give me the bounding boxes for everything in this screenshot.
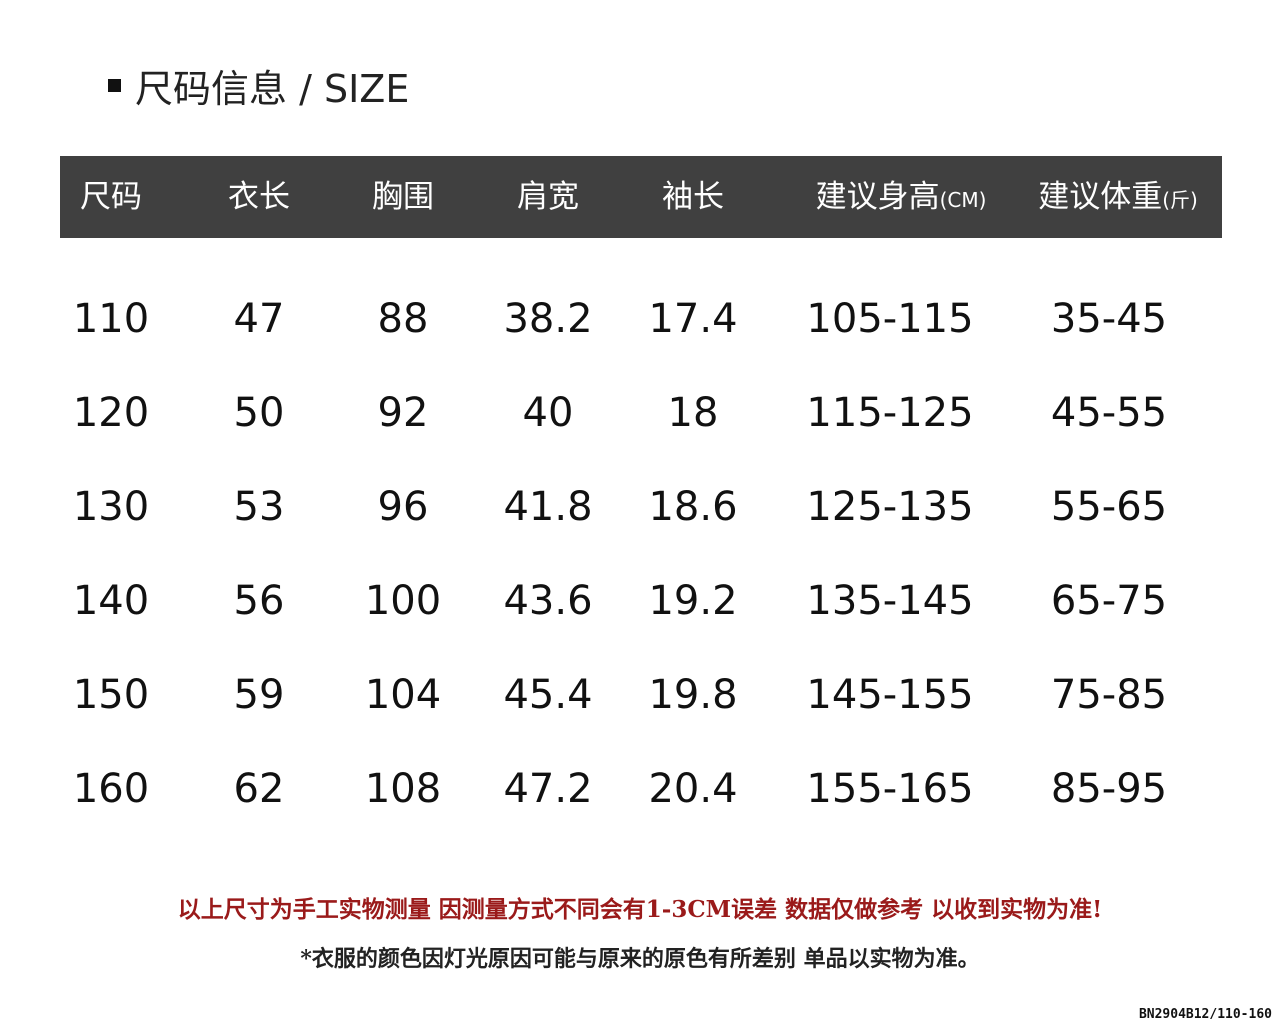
table-row: 160 62 108 47.2 20.4 155-165 85-95	[0, 759, 1280, 819]
table-row: 120 50 92 40 18 115-125 45-55	[0, 383, 1280, 443]
header-label: 衣长	[228, 179, 290, 215]
header-cell: 尺码	[80, 156, 142, 238]
table-cell: 20.4	[648, 766, 738, 812]
table-cell: 18.6	[648, 484, 738, 530]
table-cell: 55-65	[1050, 484, 1168, 530]
header-cell: 胸围	[372, 156, 434, 238]
table-cell: 130	[72, 484, 150, 530]
table-cell: 88	[377, 296, 429, 342]
header-unit: (CM)	[939, 188, 987, 212]
color-note: *衣服的颜色因灯光原因可能与原来的原色有所差别 单品以实物为准。	[300, 946, 980, 972]
header-cell: 建议身高(CM)	[816, 156, 987, 241]
table-cell: 155-165	[806, 766, 974, 812]
table-row: 130 53 96 41.8 18.6 125-135 55-65	[0, 477, 1280, 537]
section-title: 尺码信息 / SIZE	[108, 58, 409, 113]
header-cell: 肩宽	[517, 156, 579, 238]
table-cell: 45-55	[1050, 390, 1168, 436]
measurement-note: 以上尺寸为手工实物测量 因测量方式不同会有1-3CM误差 数据仅做参考 以收到实…	[177, 896, 1103, 923]
table-row: 150 59 104 45.4 19.8 145-155 75-85	[0, 665, 1280, 725]
table-cell: 104	[364, 672, 442, 718]
header-label: 袖长	[662, 179, 724, 215]
table-cell: 65-75	[1050, 578, 1168, 624]
table-cell: 35-45	[1050, 296, 1168, 342]
header-label: 胸围	[372, 179, 434, 215]
table-cell: 145-155	[806, 672, 974, 718]
table-cell: 59	[233, 672, 285, 718]
table-cell: 115-125	[806, 390, 974, 436]
table-cell: 56	[233, 578, 285, 624]
header-label: 建议体重	[1038, 179, 1163, 215]
product-code: BN2904B12/110-160	[1138, 1007, 1272, 1022]
table-cell: 105-115	[806, 296, 974, 342]
table-row: 110 47 88 38.2 17.4 105-115 35-45	[0, 289, 1280, 349]
table-cell: 47.2	[503, 766, 593, 812]
table-cell: 17.4	[648, 296, 738, 342]
header-label: 肩宽	[517, 179, 579, 215]
table-cell: 135-145	[806, 578, 974, 624]
table-cell: 47	[233, 296, 285, 342]
table-cell: 45.4	[503, 672, 593, 718]
table-cell: 110	[72, 296, 150, 342]
table-cell: 19.2	[648, 578, 738, 624]
table-cell: 62	[233, 766, 285, 812]
square-bullet-icon	[108, 79, 121, 92]
table-cell: 100	[364, 578, 442, 624]
table-cell: 43.6	[503, 578, 593, 624]
table-cell: 19.8	[648, 672, 738, 718]
table-cell: 38.2	[503, 296, 593, 342]
table-header: 尺码 衣长 胸围 肩宽 袖长 建议身高(CM) 建议体重(斤)	[60, 156, 1222, 238]
table-cell: 120	[72, 390, 150, 436]
header-label: 尺码	[80, 179, 142, 215]
table-cell: 140	[72, 578, 150, 624]
header-cell: 衣长	[228, 156, 290, 238]
table-cell: 40	[522, 390, 574, 436]
table-cell: 53	[233, 484, 285, 530]
table-cell: 18	[667, 390, 719, 436]
table-cell: 96	[377, 484, 429, 530]
table-cell: 75-85	[1050, 672, 1168, 718]
header-cell: 袖长	[662, 156, 724, 238]
header-cell: 建议体重(斤)	[1038, 156, 1198, 241]
table-cell: 108	[364, 766, 442, 812]
table-cell: 50	[233, 390, 285, 436]
table-cell: 160	[72, 766, 150, 812]
header-unit: (斤)	[1162, 188, 1198, 212]
table-row: 140 56 100 43.6 19.2 135-145 65-75	[0, 571, 1280, 631]
table-cell: 85-95	[1050, 766, 1168, 812]
table-cell: 125-135	[806, 484, 974, 530]
section-title-text: 尺码信息 / SIZE	[135, 67, 410, 111]
table-cell: 92	[377, 390, 429, 436]
table-cell: 41.8	[503, 484, 593, 530]
header-label: 建议身高	[815, 179, 940, 215]
table-cell: 150	[72, 672, 150, 718]
